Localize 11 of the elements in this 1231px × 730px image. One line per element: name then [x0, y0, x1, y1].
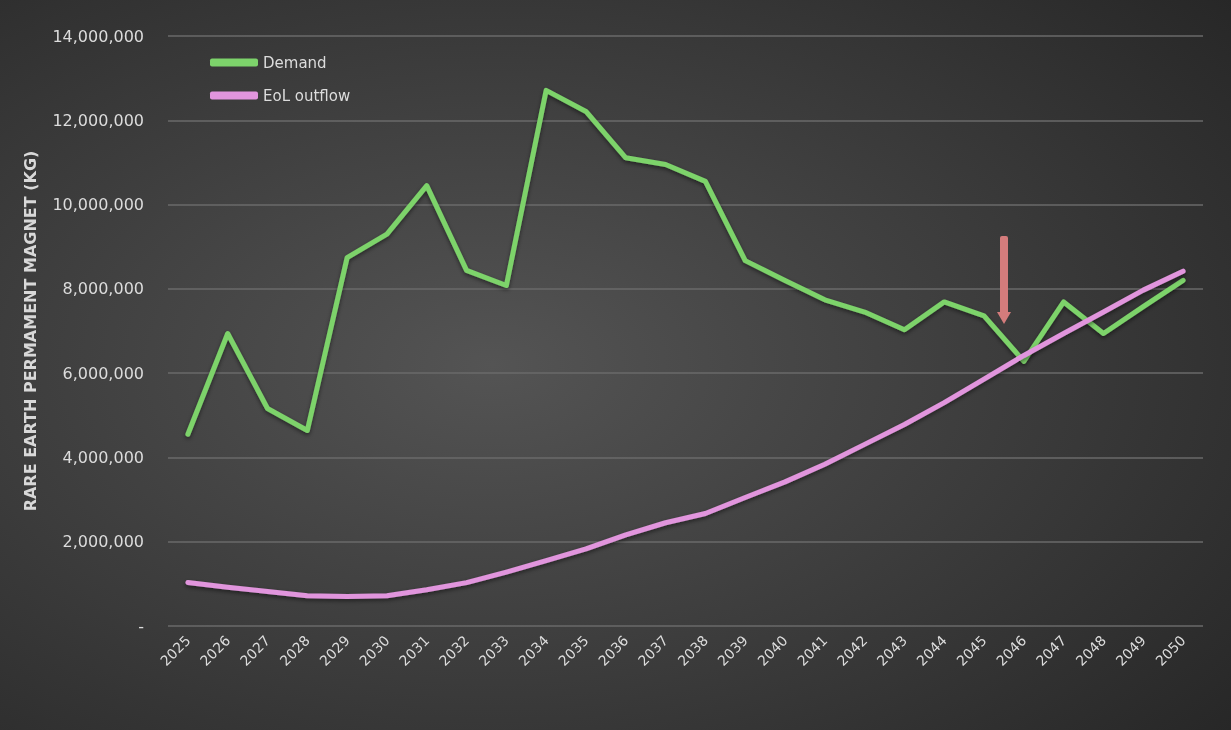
legend-label: EoL outflow [263, 86, 351, 105]
y-tick-label: 10,000,000 [52, 195, 144, 215]
y-tick-label: 2,000,000 [62, 532, 144, 552]
y-tick-label: 4,000,000 [62, 447, 144, 467]
y-tick-label: 12,000,000 [52, 110, 144, 130]
y-axis-title: RARE EARTH PERMAMENT MAGNET (KG) [20, 150, 40, 512]
y-tick-label: - [138, 616, 144, 636]
legend-label: Demand [263, 53, 327, 72]
y-tick-label: 14,000,000 [52, 26, 144, 46]
y-tick-label: 8,000,000 [62, 279, 144, 299]
y-tick-label: 6,000,000 [62, 363, 144, 383]
